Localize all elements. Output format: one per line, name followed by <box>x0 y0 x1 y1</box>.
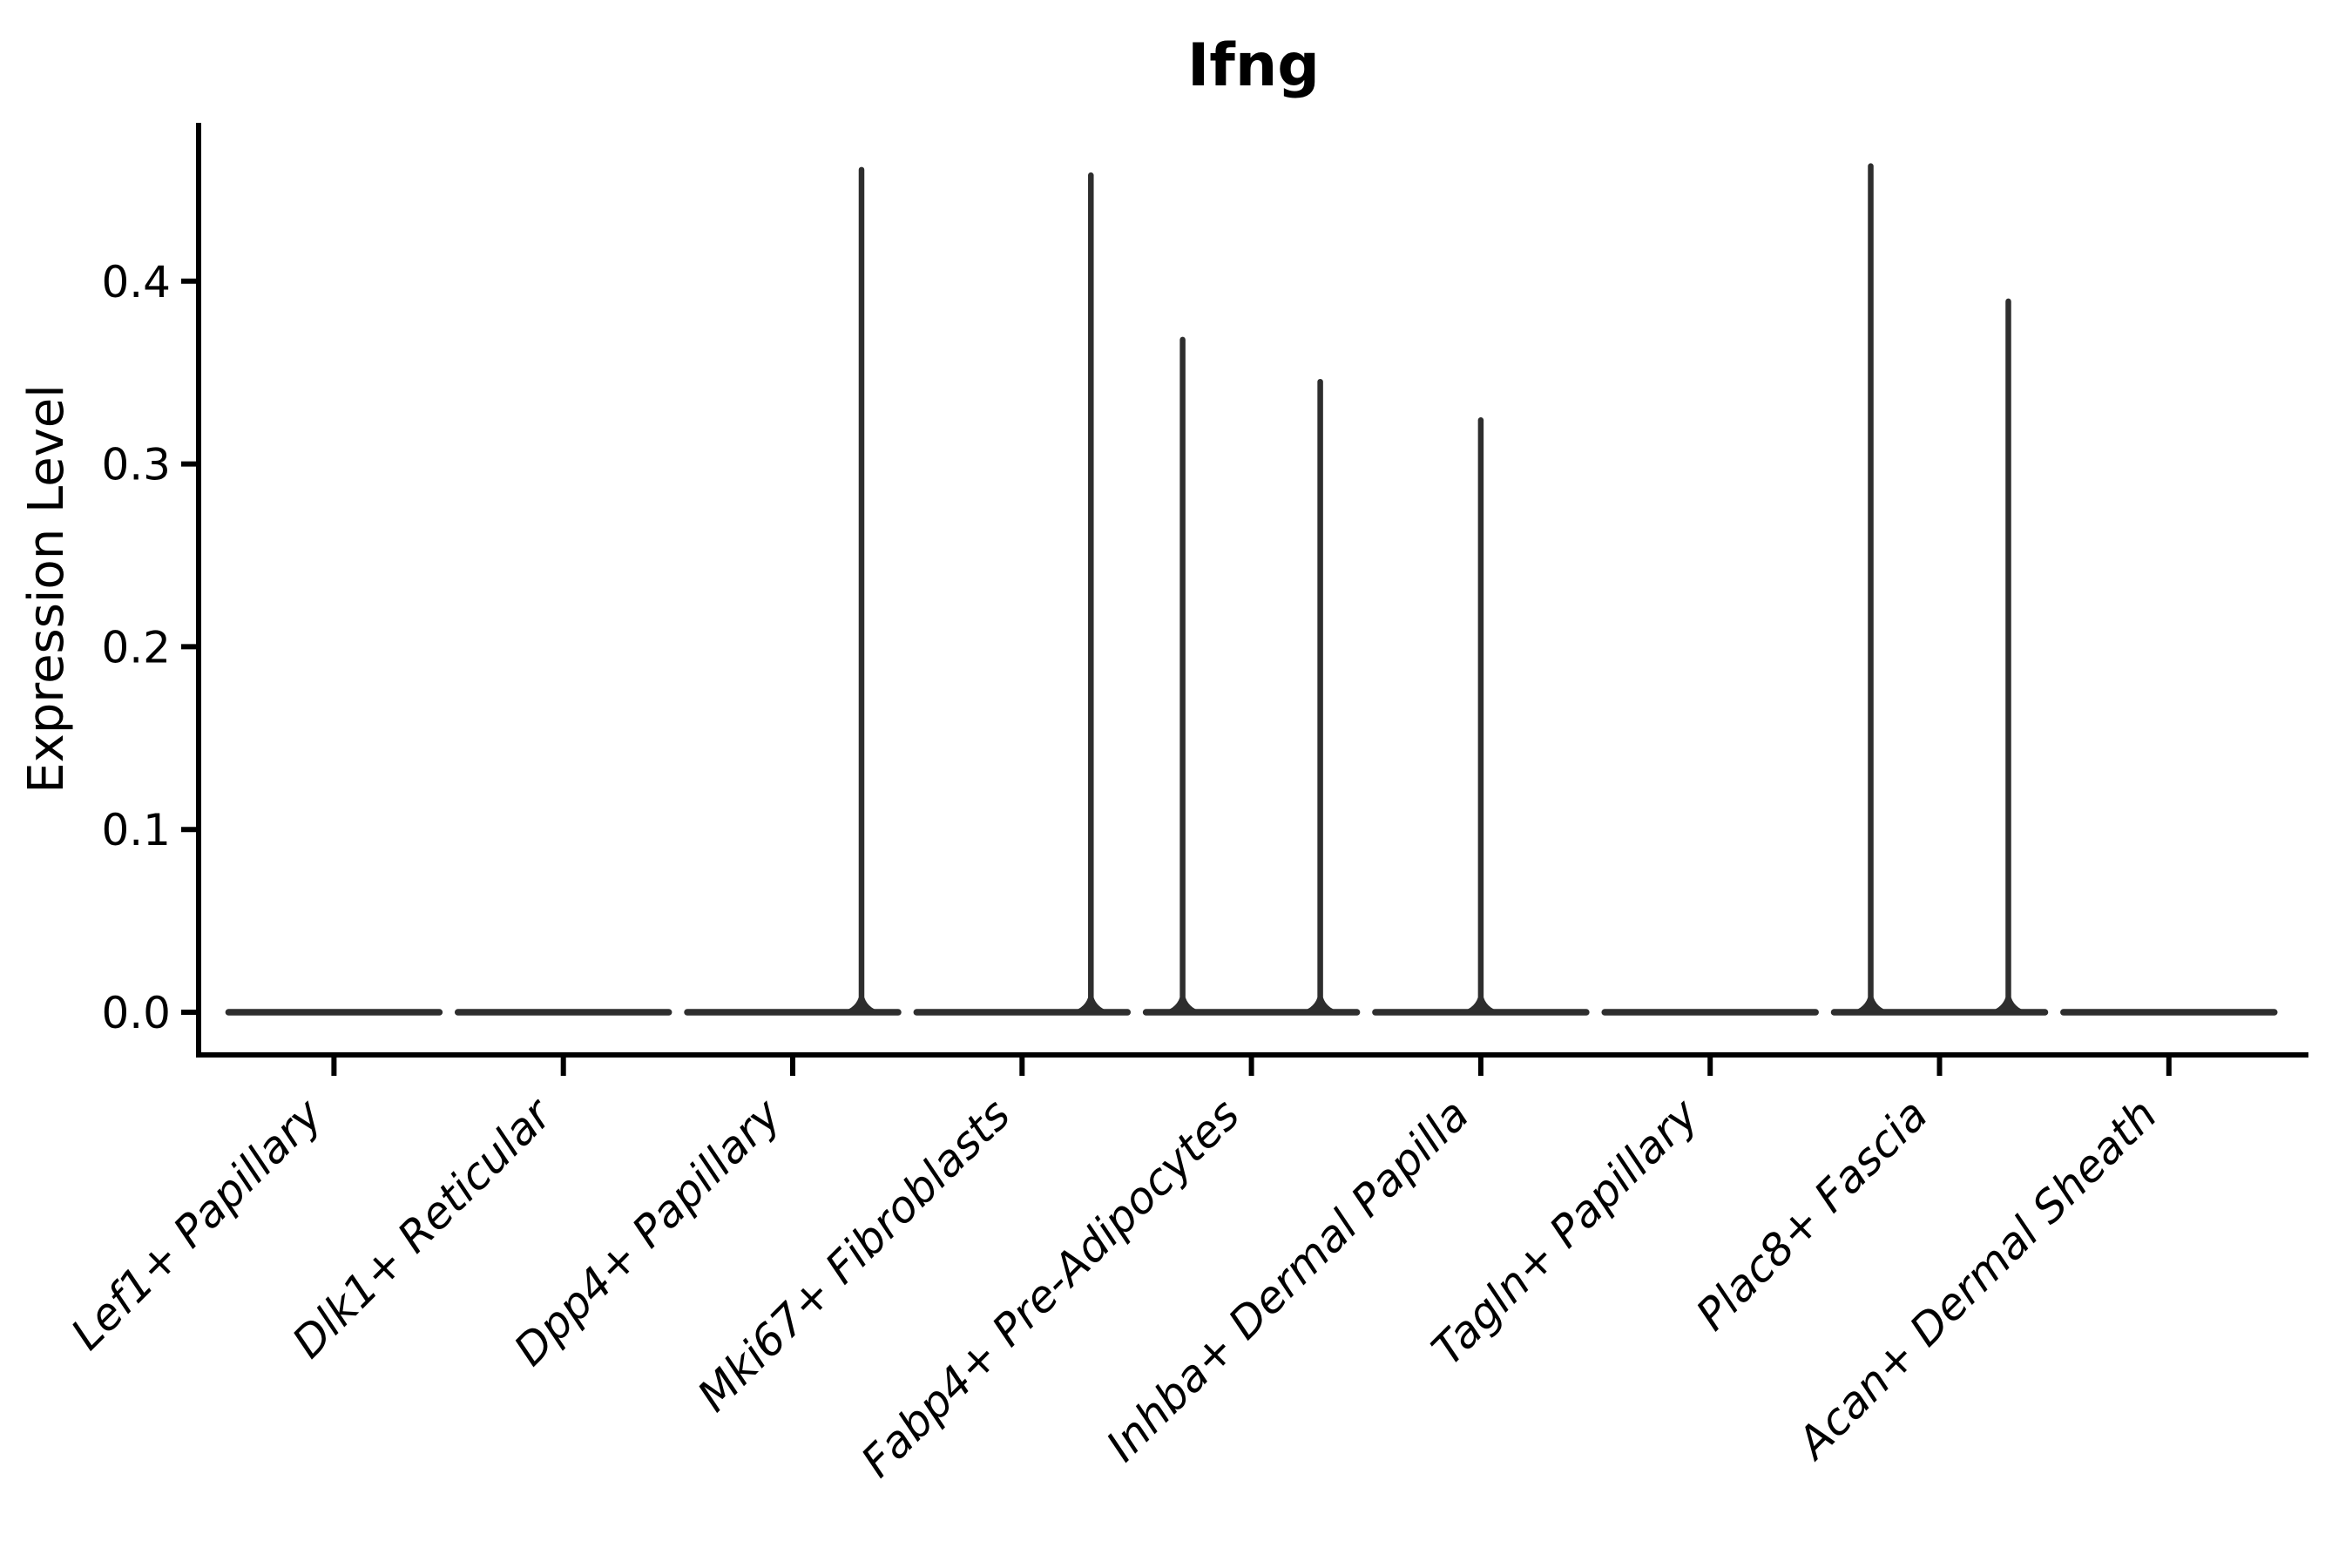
x-tick-label: Plac8+ Fascia <box>1686 1089 1937 1340</box>
y-tick-label: 0.4 <box>101 257 171 308</box>
y-tick-label: 0.0 <box>101 988 171 1038</box>
y-axis-title: Expression Level <box>18 384 75 794</box>
y-tick-label: 0.1 <box>101 805 171 855</box>
chart-title: Ifng <box>1187 31 1320 100</box>
x-tick-label: Fabp4+ Pre-Adipocytes <box>852 1089 1250 1487</box>
x-tick-label: Inhba+ Dermal Papilla <box>1097 1089 1478 1470</box>
y-tick-label: 0.3 <box>101 440 171 490</box>
y-tick-label: 0.2 <box>101 622 171 672</box>
x-tick-label: Lef1+ Papillary <box>62 1088 333 1359</box>
x-tick-label: Acan+ Dermal Sheath <box>1786 1089 2166 1470</box>
